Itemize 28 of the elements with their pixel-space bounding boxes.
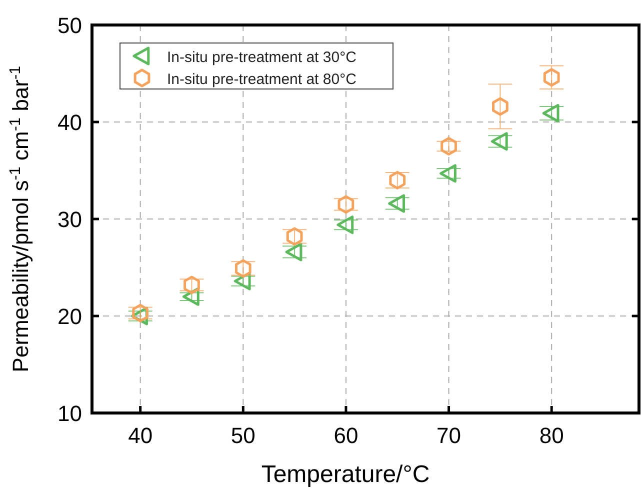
x-axis-title: Temperature/°C [261, 461, 430, 488]
x-tick-label: 80 [539, 423, 564, 448]
y-tick-label: 50 [58, 13, 82, 38]
point [285, 242, 302, 262]
point [492, 97, 508, 116]
x-tick-label: 40 [128, 423, 153, 448]
legend-label: In-situ pre-treatment at 30°C [167, 49, 357, 66]
point [388, 194, 406, 213]
y-tick-label: 40 [58, 110, 82, 135]
y-tick-label: 20 [58, 304, 82, 329]
point [184, 276, 200, 294]
x-tick-label: 70 [436, 423, 462, 448]
legend-label: In-situ pre-treatment at 80°C [167, 71, 357, 88]
point [440, 137, 457, 156]
point [389, 170, 406, 190]
point [543, 68, 560, 87]
point [336, 216, 354, 234]
point [490, 132, 508, 151]
point [338, 195, 354, 214]
point [542, 104, 560, 123]
y-tick-label: 30 [58, 207, 82, 232]
x-tick-label: 60 [334, 423, 358, 448]
point [234, 259, 252, 278]
point [440, 164, 456, 183]
point [132, 304, 149, 322]
point [286, 227, 303, 246]
x-tick-label: 50 [230, 423, 256, 448]
y-tick-label: 10 [58, 401, 82, 426]
